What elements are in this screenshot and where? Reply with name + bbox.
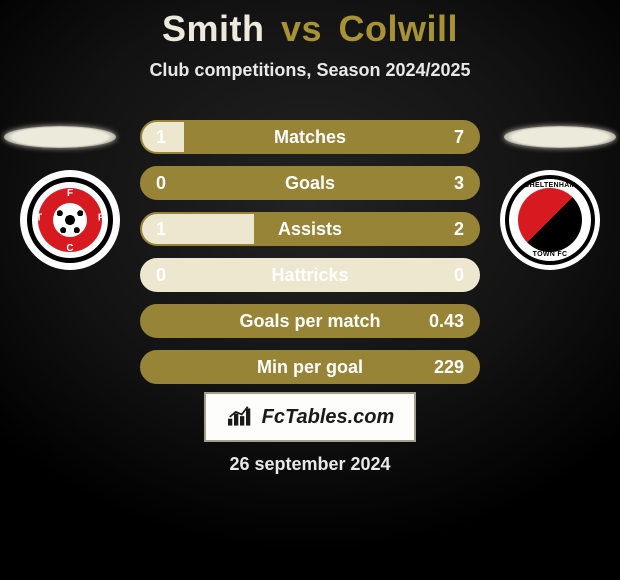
comparison-infographic: Smith vs Colwill Club competitions, Seas…: [0, 0, 620, 580]
player2-name: Colwill: [339, 8, 459, 49]
stat-value-right: 2: [454, 214, 464, 244]
stat-label: Assists: [142, 214, 478, 244]
fctables-badge: FcTables.com: [204, 392, 416, 442]
badge-text: FcTables.com: [262, 406, 395, 429]
stats-list: 1Matches70Goals31Assists20Hattricks0Goal…: [0, 120, 620, 396]
vs-label: vs: [281, 8, 322, 49]
stat-value-right: 0.43: [429, 306, 464, 336]
stat-value-right: 0: [454, 260, 464, 290]
stat-row: 1Assists2: [140, 212, 480, 246]
stat-value-right: 3: [454, 168, 464, 198]
title: Smith vs Colwill: [0, 0, 620, 50]
subtitle: Club competitions, Season 2024/2025: [0, 60, 620, 81]
stat-label: Goals: [142, 168, 478, 198]
stat-label: Goals per match: [142, 306, 478, 336]
stat-row: 0Hattricks0: [140, 258, 480, 292]
bar-chart-icon: [226, 405, 254, 429]
stat-row: Min per goal229: [140, 350, 480, 384]
stat-label: Min per goal: [142, 352, 478, 382]
date: 26 september 2024: [0, 454, 620, 475]
stat-row: Goals per match0.43: [140, 304, 480, 338]
stat-value-right: 7: [454, 122, 464, 152]
player1-name: Smith: [162, 8, 265, 49]
stat-row: 1Matches7: [140, 120, 480, 154]
stat-row: 0Goals3: [140, 166, 480, 200]
stat-label: Matches: [142, 122, 478, 152]
stat-value-right: 229: [434, 352, 464, 382]
stat-label: Hattricks: [142, 260, 478, 290]
